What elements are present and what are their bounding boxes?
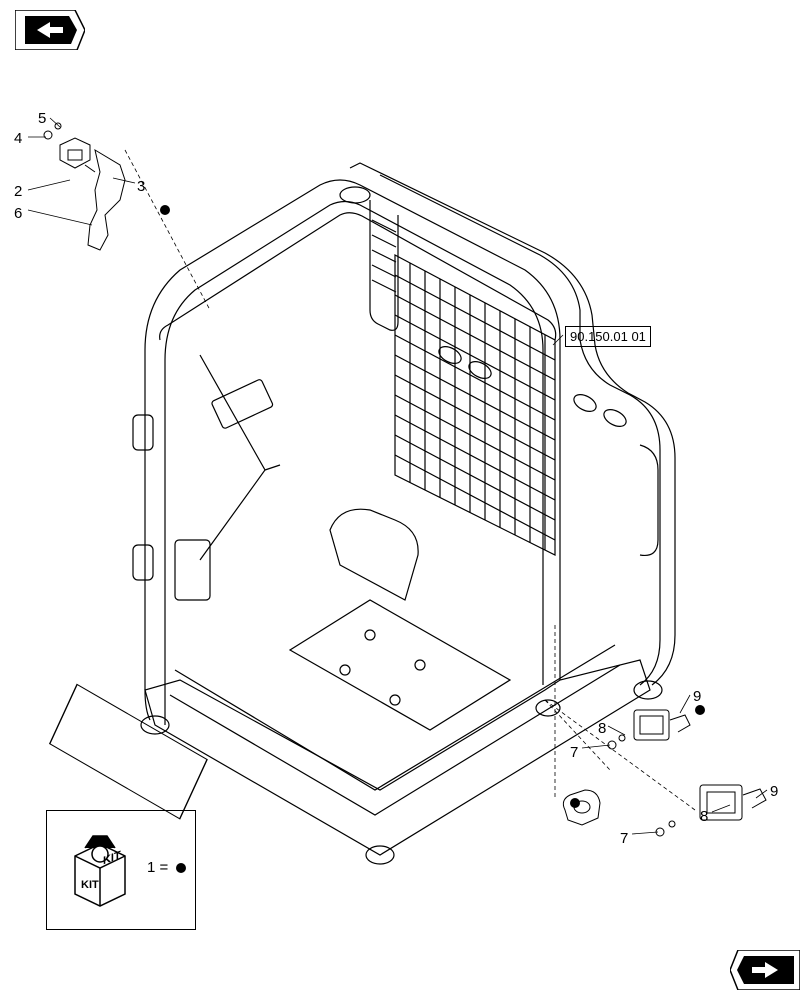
callout-3: 3 (137, 178, 145, 195)
kit-icon-label: KIT (81, 879, 99, 891)
kit-dot-1 (160, 205, 170, 215)
callout-7a: 7 (570, 744, 578, 761)
callout-5: 5 (38, 110, 46, 127)
callout-9a: 9 (693, 688, 701, 705)
callout-6: 6 (14, 205, 22, 222)
callout-2: 2 (14, 183, 22, 200)
callout-8b: 8 (700, 808, 708, 825)
kit-dot-3 (570, 798, 580, 808)
kit-dot-2 (695, 705, 705, 715)
kit-legend-box: KIT KIT 1 = (46, 810, 196, 930)
callout-9b: 9 (770, 783, 778, 800)
callout-8a: 8 (598, 720, 606, 737)
callout-7b: 7 (620, 830, 628, 847)
kit-icon: KIT KIT (55, 826, 145, 916)
kit-legend-label: 1 = (147, 859, 182, 876)
callout-4: 4 (14, 130, 22, 147)
